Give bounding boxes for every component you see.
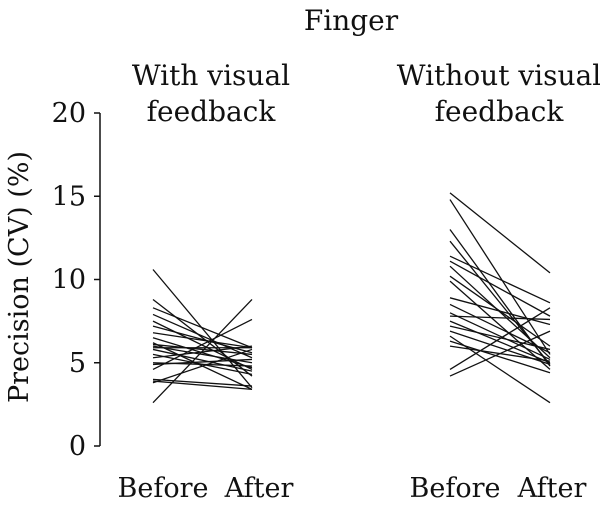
subject-line (449, 192, 551, 274)
chart-title: Finger (304, 4, 399, 37)
subject-line (152, 313, 253, 359)
subject-line (152, 378, 253, 387)
subject-line (449, 340, 551, 374)
subject-line (449, 307, 551, 370)
subject-line (449, 303, 551, 354)
subject-line (152, 337, 253, 369)
y-axis: 0 5 10 15 20 (52, 98, 101, 462)
subject-line (449, 330, 551, 377)
y-tick-label: 15 (52, 181, 86, 212)
y-axis-label: Precision (CV) (%) (4, 151, 35, 403)
subject-line (449, 315, 551, 321)
subject-line (152, 299, 253, 404)
subject-line (152, 307, 253, 349)
subject-line (449, 335, 551, 404)
subject-line (449, 265, 551, 359)
category-label-after: After (517, 473, 587, 504)
subject-line (152, 348, 253, 384)
subject-line (152, 343, 253, 356)
y-tick-label: 20 (52, 98, 86, 129)
category-label-before: Before (118, 473, 209, 504)
panel-title-line: feedback (435, 95, 565, 128)
y-tick-label: 10 (52, 265, 86, 296)
subject-line (152, 358, 253, 366)
subject-line (152, 380, 253, 391)
subject-line (449, 240, 551, 365)
y-tick-label: 5 (69, 348, 86, 379)
subject-line (449, 255, 551, 304)
panel-title-line: feedback (147, 95, 277, 128)
category-label-after: After (224, 473, 294, 504)
subject-line (449, 320, 551, 364)
subject-line (449, 312, 551, 361)
subject-line (449, 280, 551, 370)
subject-line (152, 318, 253, 370)
subject-line (152, 320, 253, 370)
subject-line (449, 260, 551, 317)
category-label-before: Before (410, 473, 501, 504)
subject-line (449, 325, 551, 351)
panel-title-line: Without visual (397, 59, 600, 92)
subject-line (152, 348, 253, 372)
subject-line (449, 199, 551, 355)
y-tick-label: 0 (69, 431, 86, 462)
subject-line (449, 297, 551, 326)
subject-line (152, 332, 253, 349)
panel-title-line: With visual (132, 59, 290, 92)
